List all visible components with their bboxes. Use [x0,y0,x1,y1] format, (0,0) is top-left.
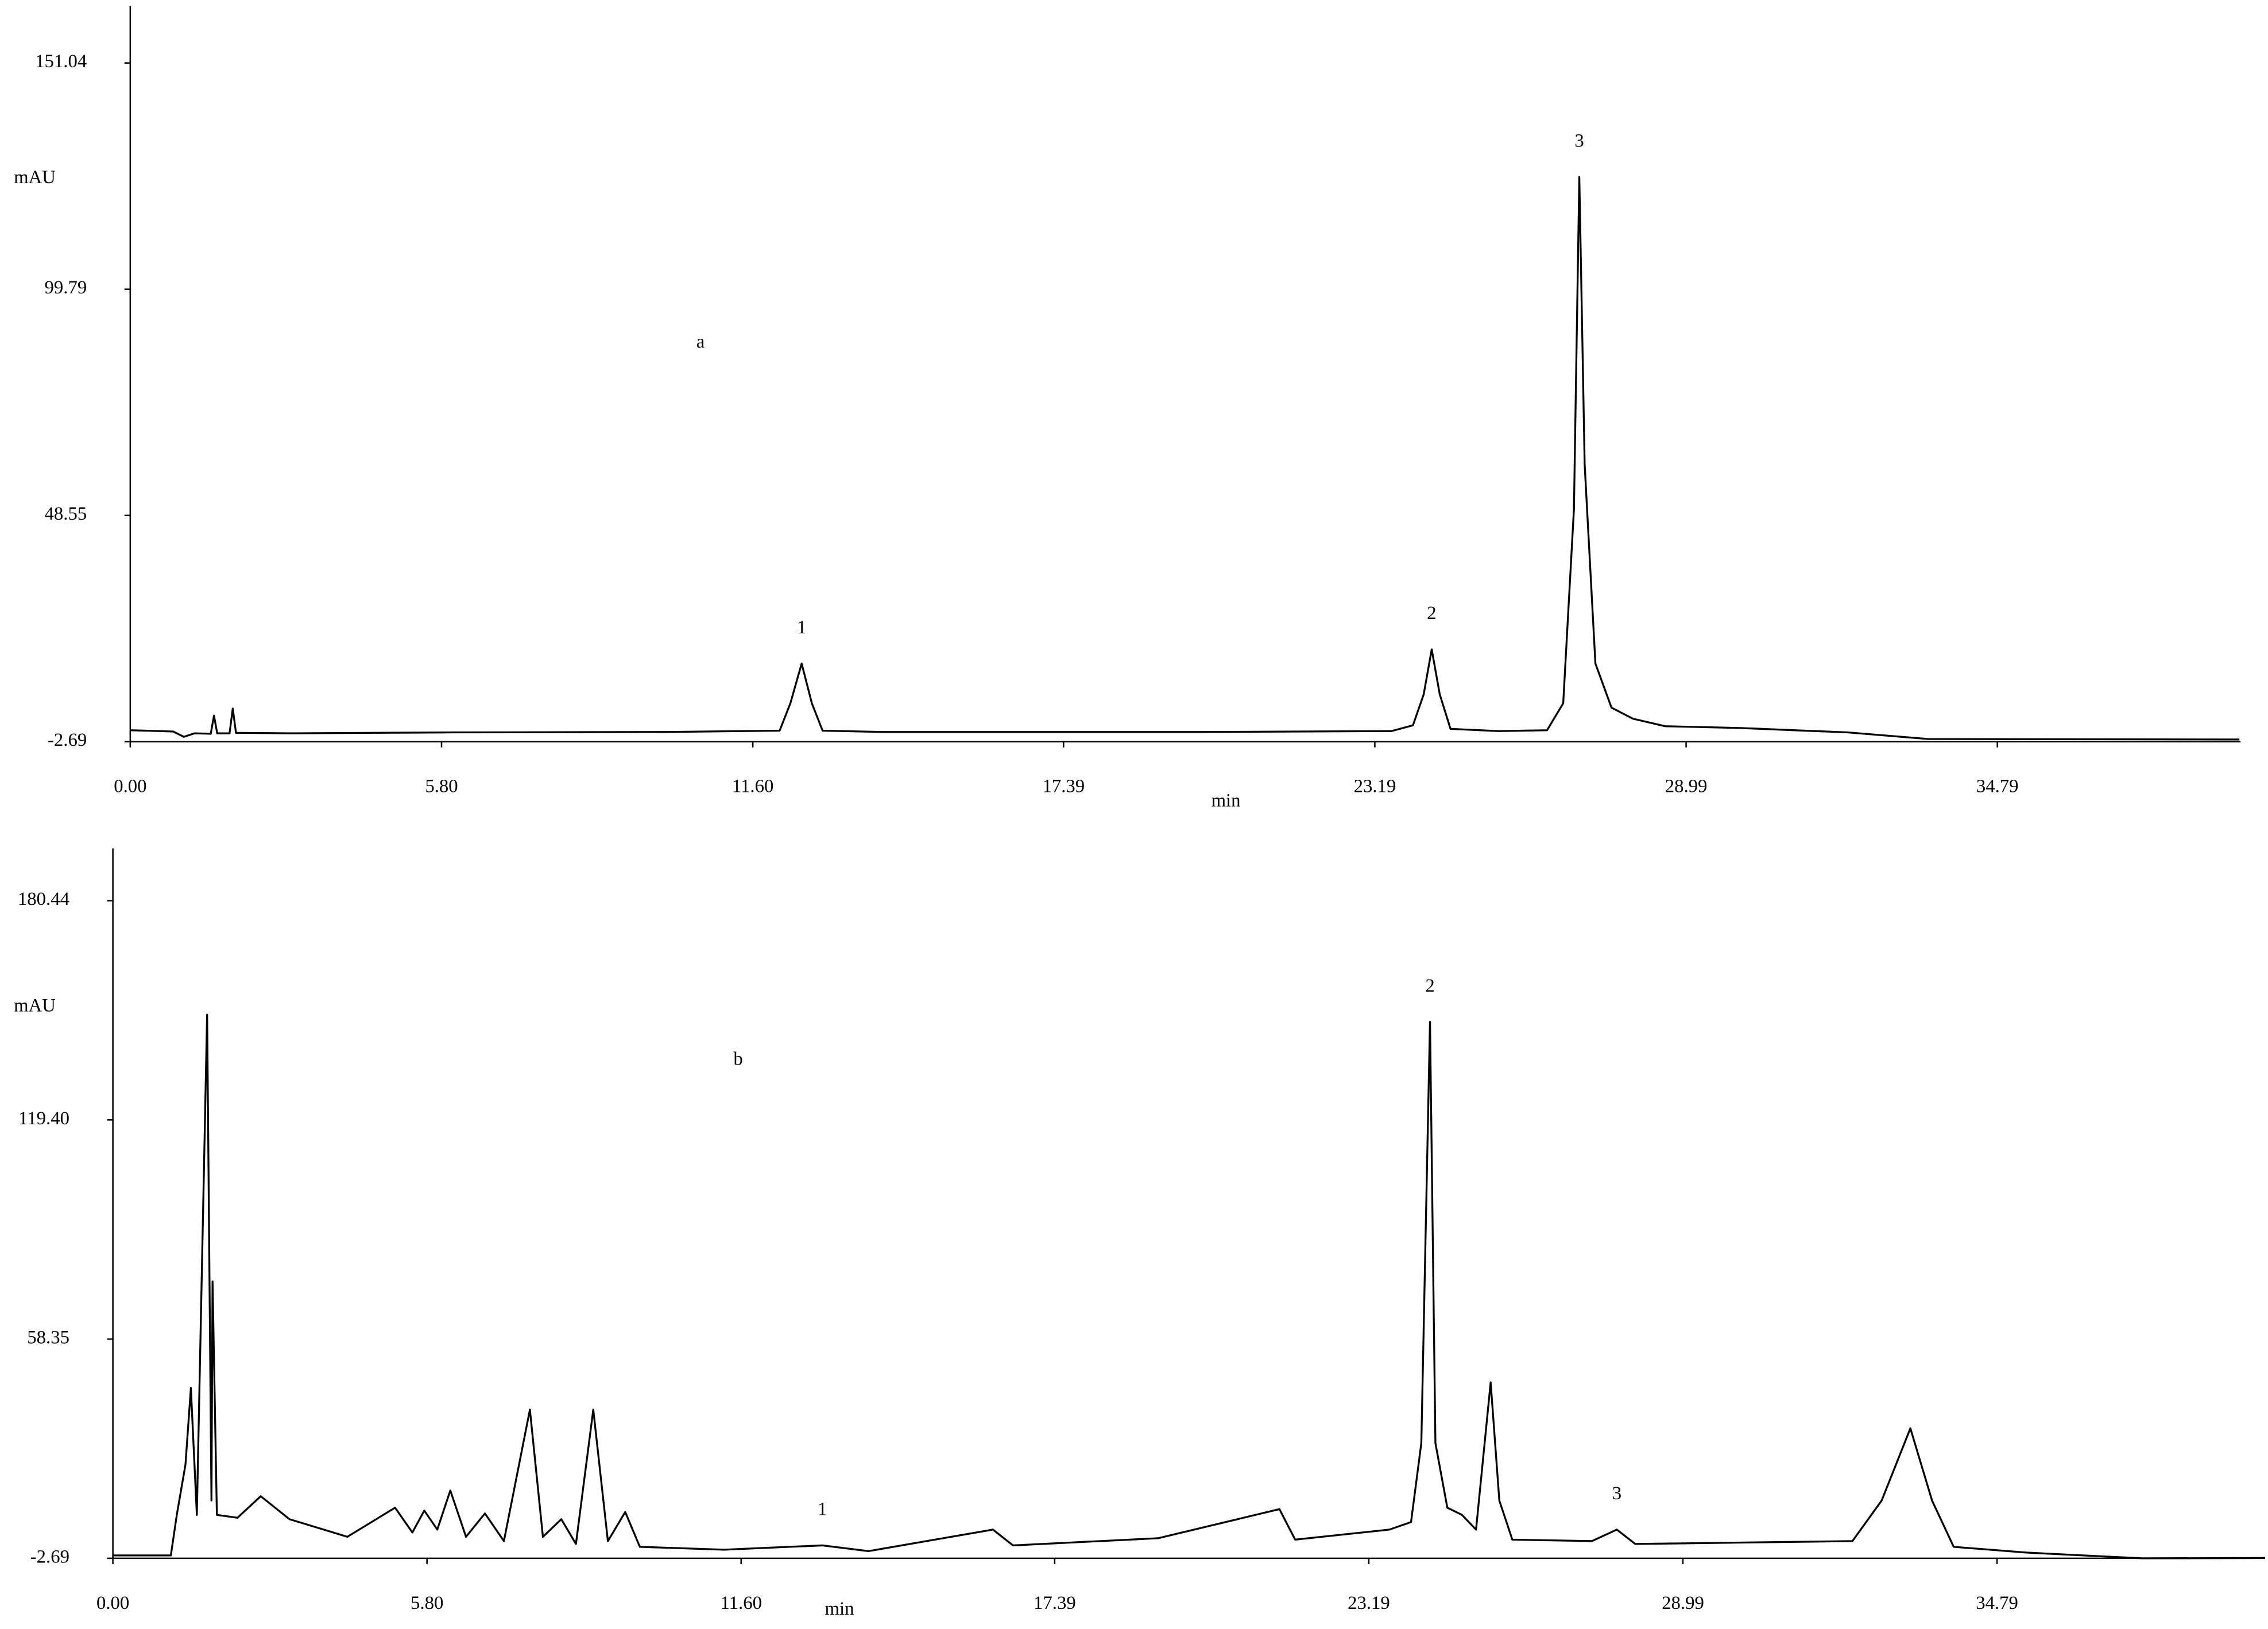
x-tick-label: 23.19 [1348,1593,1390,1613]
y-tick-label: 151.04 [35,51,87,72]
y-tick-label: -2.69 [48,730,87,750]
x-tick-label: 0.00 [114,776,146,797]
y-tick-label: 48.55 [45,504,87,524]
peak-label: 2 [1427,603,1436,624]
x-axis-label: min [825,1599,854,1619]
x-tick-label: 17.39 [1034,1593,1076,1613]
x-tick-label: 11.60 [732,776,773,797]
peak-label: 2 [1425,976,1434,996]
y-axis-label: mAU [14,995,56,1016]
y-tick-label: 180.44 [18,889,69,910]
panel-label: a [696,332,705,353]
x-tick-label: 11.60 [721,1593,762,1613]
x-tick-label: 23.19 [1354,776,1396,797]
y-axis-label: mAU [14,167,56,188]
x-tick-label: 28.99 [1662,1593,1704,1613]
peak-label: 3 [1612,1483,1621,1504]
x-axis-label: min [1212,791,1241,811]
x-tick-label: 28.99 [1665,776,1708,797]
peak-label: 3 [1574,131,1584,152]
x-tick-label: 5.80 [425,776,458,797]
y-tick-label: -2.69 [30,1546,69,1567]
panel-label: b [733,1048,742,1069]
y-tick-label: 58.35 [27,1328,69,1348]
x-tick-label: 34.79 [1976,776,2019,797]
peak-label: 1 [818,1499,827,1520]
x-tick-label: 0.00 [96,1593,129,1613]
x-tick-label: 17.39 [1042,776,1085,797]
y-tick-label: 99.79 [45,277,87,298]
y-tick-label: 119.40 [18,1108,69,1129]
trace [113,1013,2265,1560]
trace [130,176,2240,741]
x-tick-label: 34.79 [1976,1593,2018,1613]
peak-label: 1 [797,617,806,638]
x-tick-label: 5.80 [411,1593,443,1613]
